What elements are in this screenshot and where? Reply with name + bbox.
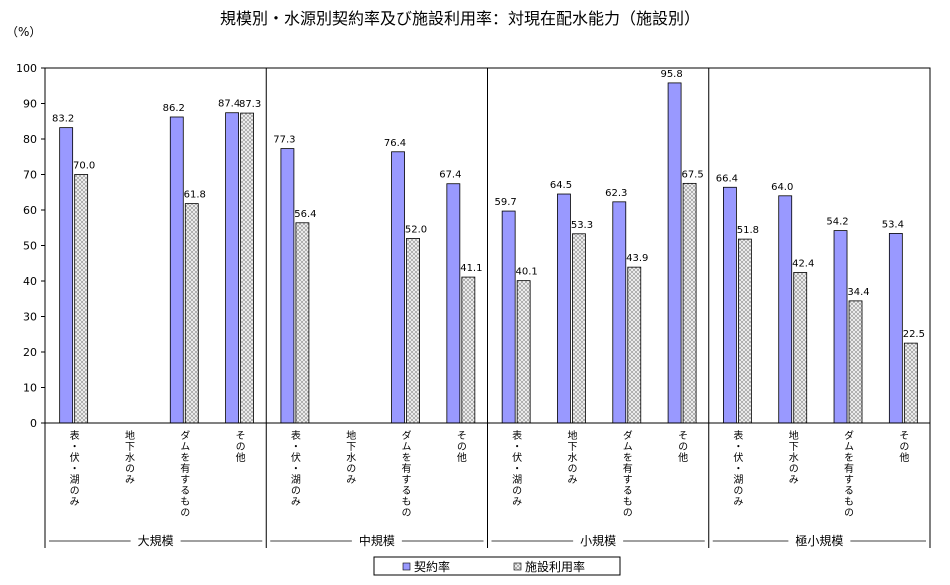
data-label: 53.3 [571, 220, 593, 231]
category-label: 表・伏・湖のみ [731, 429, 743, 507]
data-label: 66.4 [716, 173, 738, 184]
data-label: 86.2 [163, 103, 185, 114]
category-label: その他 [897, 430, 909, 463]
category-label: ダムを有するもの [620, 430, 632, 518]
bar-facility-utilization [184, 203, 199, 424]
bar-contract-rate [391, 151, 405, 424]
group-label-bg [130, 533, 181, 547]
y-tick-label: 40 [23, 275, 37, 288]
category-label: 地下水のみ [122, 429, 134, 485]
bar-contract-rate [169, 116, 184, 424]
legend: 契約率 施設利用率 [373, 556, 621, 576]
data-label: 95.8 [660, 69, 682, 80]
bar-contract-rate [612, 201, 627, 424]
data-label: 22.5 [903, 329, 925, 340]
y-tick-label: 20 [23, 346, 37, 359]
group-label-bg [788, 533, 851, 547]
group-label: 大規模 [138, 533, 174, 548]
bar-facility-utilization [738, 238, 752, 424]
bar-facility-utilization [903, 342, 918, 424]
y-tick-label: 100 [16, 62, 37, 75]
data-label: 64.0 [771, 182, 793, 193]
group-label: 小規模 [580, 533, 616, 548]
data-label: 59.7 [495, 197, 517, 208]
legend-swatch-facility-utilization [513, 562, 522, 571]
group-label: 極小規模 [795, 533, 843, 548]
category-label: その他 [676, 430, 688, 463]
category-label: 表・伏・湖のみ [288, 429, 300, 507]
bar-facility-utilization [516, 280, 531, 424]
legend-swatch-contract-rate [402, 562, 411, 571]
bar-facility-utilization [406, 237, 420, 424]
data-label: 76.4 [384, 138, 406, 149]
category-label: 地下水のみ [786, 429, 798, 485]
data-label: 87.4 [218, 99, 240, 110]
bar-contract-rate [59, 127, 74, 424]
y-tick-label: 50 [23, 240, 37, 253]
bar-facility-utilization [74, 174, 89, 424]
legend-label-facility-utilization: 施設利用率 [525, 559, 585, 574]
data-label: 52.0 [405, 224, 427, 235]
data-label: 41.1 [460, 263, 482, 274]
data-label: 83.2 [52, 114, 74, 125]
data-label: 67.4 [439, 170, 461, 181]
y-axis-unit: （%） [6, 25, 41, 39]
data-label: 34.4 [847, 287, 869, 298]
bar-facility-utilization [793, 272, 808, 424]
category-label: ダムを有するもの [842, 430, 854, 518]
bar-contract-rate [667, 82, 682, 424]
y-tick-label: 70 [23, 169, 37, 182]
data-label: 62.3 [605, 188, 627, 199]
data-label: 64.5 [550, 180, 572, 191]
category-label: 地下水のみ [565, 429, 577, 485]
bar-facility-utilization [627, 266, 642, 424]
category-label: 表・伏・湖のみ [510, 429, 522, 507]
data-label: 77.3 [273, 135, 295, 146]
bar-contract-rate [833, 230, 848, 424]
data-label: 51.8 [737, 225, 759, 236]
bar-facility-utilization [572, 233, 586, 424]
data-label: 87.3 [239, 99, 261, 110]
data-label: 40.1 [516, 267, 538, 278]
y-tick-label: 0 [30, 417, 37, 430]
group-label: 中規模 [359, 533, 395, 548]
bar-contract-rate [778, 195, 793, 424]
bar-contract-rate [225, 112, 239, 424]
chart-title: 規模別・水源別契約率及び施設利用率：対現在配水能力（施設別） [220, 9, 700, 28]
bar-contract-rate [557, 193, 571, 424]
data-label: 54.2 [826, 217, 848, 228]
bar-contract-rate [723, 186, 737, 424]
category-label: その他 [454, 430, 466, 463]
category-label: ダムを有するもの [399, 430, 411, 518]
bar-facility-utilization [295, 222, 310, 424]
data-label: 42.4 [792, 258, 814, 269]
group-label-bg [351, 533, 402, 547]
bar-facility-utilization [461, 276, 476, 424]
category-label: その他 [233, 430, 245, 463]
category-label: 地下水のみ [344, 429, 356, 485]
data-label: 61.8 [184, 190, 206, 201]
bar-facility-utilization [848, 300, 863, 424]
legend-label-contract-rate: 契約率 [414, 559, 450, 574]
category-label: 表・伏・湖のみ [67, 429, 79, 507]
bar-contract-rate [501, 210, 516, 424]
data-label: 70.0 [73, 161, 95, 172]
bar-contract-rate [446, 183, 461, 424]
data-label: 53.4 [882, 219, 904, 230]
bar-contract-rate [888, 233, 903, 424]
bar-facility-utilization [682, 182, 697, 424]
group-label-bg [573, 533, 624, 547]
data-label: 67.5 [681, 169, 703, 180]
y-tick-label: 10 [23, 382, 37, 395]
bar-facility-utilization [240, 112, 254, 424]
bar-contract-rate [280, 148, 295, 424]
y-tick-label: 80 [23, 133, 37, 146]
y-tick-label: 30 [23, 311, 37, 324]
y-tick-label: 60 [23, 204, 37, 217]
data-label: 56.4 [294, 209, 316, 220]
y-tick-label: 90 [23, 98, 37, 111]
data-label: 43.9 [626, 253, 648, 264]
category-label: ダムを有するもの [178, 430, 190, 518]
